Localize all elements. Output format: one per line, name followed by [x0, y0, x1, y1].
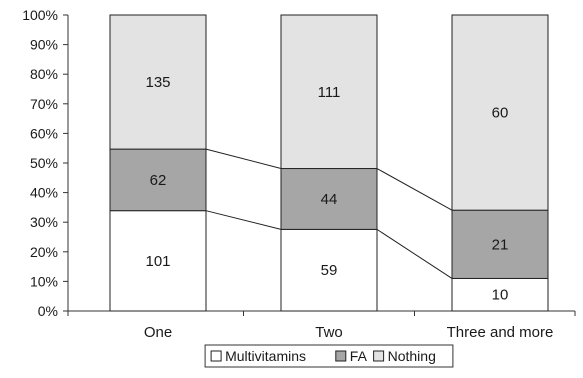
data-label: 60 [492, 105, 509, 122]
y-tick-label: 40% [30, 185, 58, 201]
bar-segment-multivitamins [280, 228, 378, 312]
y-tick-label: 50% [30, 155, 58, 171]
bar-segments [109, 14, 549, 312]
x-category-label: One [144, 324, 172, 341]
legend-box [204, 344, 454, 368]
bar-segment-fa [109, 148, 207, 212]
legend-label: Nothing [388, 348, 436, 364]
y-tick-label: 10% [30, 273, 58, 289]
y-tick-label: 60% [30, 125, 58, 141]
data-label: 135 [145, 74, 170, 91]
data-labels: 101 62 135 59 44 111 10 21 60 [145, 74, 508, 304]
bar-segment-fa [451, 209, 549, 279]
series-connector-line [205, 148, 282, 170]
y-tick-label: 90% [30, 37, 58, 53]
series-connector-line [205, 210, 282, 230]
bar-segment-fa [280, 168, 378, 230]
x-axis-category-labels: One Two Three and more [144, 324, 554, 341]
bar-segment-nothing [109, 14, 207, 150]
data-label: 21 [492, 236, 509, 253]
y-tick-label: 20% [30, 244, 58, 260]
data-label: 101 [145, 253, 170, 270]
series-connector-line [376, 168, 453, 211]
y-tick-label: 0% [38, 303, 58, 319]
x-category-label: Two [315, 324, 343, 341]
legend-swatch [335, 350, 347, 362]
y-tick-label: 30% [30, 214, 58, 230]
y-tick-label: 80% [30, 66, 58, 82]
legend-label: Multivitamins [225, 348, 306, 364]
bar-segment-multivitamins [451, 277, 549, 312]
data-label: 44 [321, 191, 338, 208]
data-label: 10 [492, 287, 509, 304]
y-tick-label: 100% [22, 7, 58, 23]
legend-swatch [210, 350, 222, 362]
legend: Multivitamins FA Nothing [204, 344, 454, 368]
data-label: 111 [318, 84, 341, 101]
y-axis-tick-labels: 0% 10% 20% 30% 40% 50% 60% 70% 80% 90% 100% [22, 7, 68, 319]
legend-swatch [373, 350, 385, 362]
y-tick-label: 70% [30, 96, 58, 112]
x-category-label: Three and more [447, 324, 554, 341]
series-connector-lines [205, 148, 453, 279]
series-connector-line [376, 228, 453, 279]
bar-segment-nothing [451, 14, 549, 211]
data-label: 62 [150, 172, 167, 189]
data-label: 59 [321, 262, 338, 279]
bar-segment-nothing [280, 14, 378, 170]
legend-label: FA [350, 348, 368, 364]
